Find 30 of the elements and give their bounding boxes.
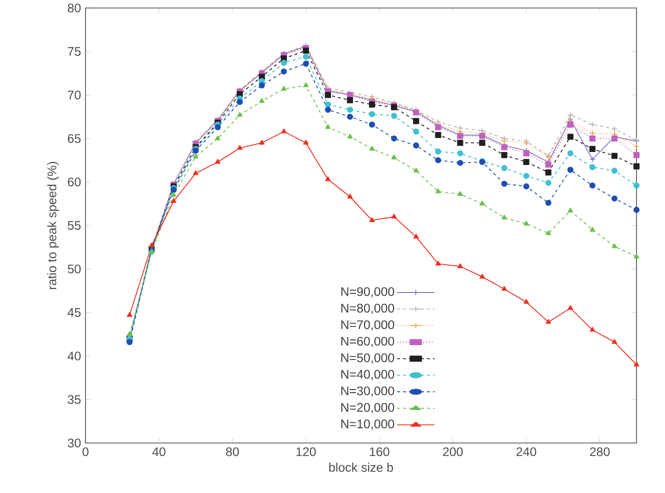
y-tick-label: 50 — [68, 264, 81, 274]
x-axis-title: block size b — [329, 462, 393, 472]
y-tick-label: 30 — [68, 438, 81, 448]
y-tick-label: 70 — [68, 90, 81, 100]
x-tick-label: 280 — [590, 447, 610, 456]
x-tick-label: 80 — [226, 447, 239, 456]
legend-label: N=90,000 — [341, 287, 394, 298]
y-tick-label: 45 — [68, 308, 81, 317]
legend-label: N=30,000 — [341, 386, 394, 397]
legend-label: N=20,000 — [341, 403, 394, 414]
legend-label: N=40,000 — [341, 370, 394, 380]
y-tick-label: 65 — [68, 134, 81, 143]
legend-label: N=60,000 — [341, 336, 394, 348]
x-tick-label: 120 — [296, 447, 316, 456]
y-tick-label: 40 — [68, 352, 81, 360]
y-tick-label: 75 — [68, 47, 81, 56]
legend-label: N=50,000 — [341, 353, 394, 364]
legend-label: N=70,000 — [341, 320, 394, 331]
y-tick-label: 60 — [68, 178, 81, 186]
y-tick-label: 55 — [68, 221, 81, 230]
y-axis-title: ratio to peak speed (%) — [47, 162, 59, 290]
y-tick-label: 35 — [68, 395, 81, 404]
x-tick-label: 160 — [370, 447, 390, 456]
x-tick-label: 200 — [443, 447, 463, 456]
x-tick-label: 0 — [82, 447, 88, 456]
x-tick-label: 40 — [152, 447, 166, 456]
x-tick-label: 240 — [516, 447, 536, 456]
legend-label: N=80,000 — [341, 304, 394, 314]
legend-label: N=10,000 — [341, 420, 394, 430]
y-tick-label: 80 — [68, 4, 81, 12]
